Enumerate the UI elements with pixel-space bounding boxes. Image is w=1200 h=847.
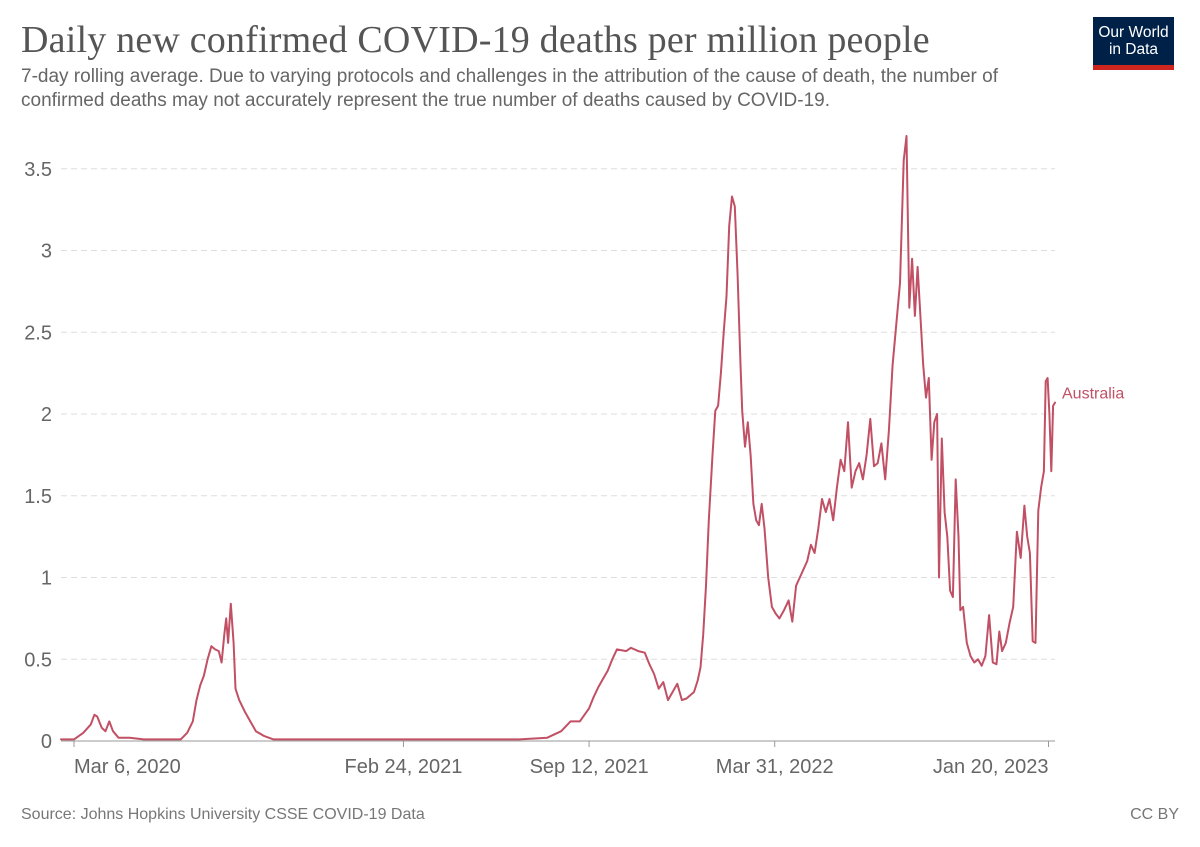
owid-logo[interactable]: Our World in Data	[1093, 17, 1174, 70]
y-tick-label: 3.5	[24, 159, 52, 181]
x-tick-label: Mar 6, 2020	[74, 756, 181, 778]
x-axis: Mar 6, 2020 Feb 24, 2021 Sep 12, 2021 Mar 3…	[61, 740, 1055, 778]
y-tick-label: 2	[41, 404, 52, 426]
license-link[interactable]: CC BY	[1130, 806, 1179, 823]
chart-subtitle: 7-day rolling average. Due to varying pr…	[21, 66, 998, 111]
x-tick-label: Sep 12, 2021	[530, 756, 649, 778]
series-lines	[60, 135, 1056, 741]
x-tick-label: Feb 24, 2021	[345, 756, 463, 778]
x-tick-label: Jan 20, 2023	[933, 756, 1049, 778]
x-tick-label: Mar 31, 2022	[716, 756, 834, 778]
logo-line-1: Our World	[1098, 24, 1169, 41]
y-tick-label: 2.5	[24, 322, 52, 344]
series-line-australia[interactable]	[60, 135, 1056, 741]
y-tick-label: 3	[41, 241, 52, 263]
series-labels: Australia	[1062, 386, 1124, 403]
source-note: Source: Johns Hopkins University CSSE CO…	[21, 806, 425, 823]
series-label-australia[interactable]: Australia	[1062, 386, 1124, 403]
y-tick-label: 0	[41, 731, 52, 753]
logo-line-2: in Data	[1108, 41, 1159, 58]
y-grid	[61, 168, 1055, 660]
chart-title: Daily new confirmed COVID-19 deaths per …	[21, 19, 930, 61]
y-tick-label: 1.5	[24, 486, 52, 508]
y-tick-label: 1	[41, 568, 52, 590]
y-tick-labels: 0 0.5 1 1.5 2 2.5 3 3.5	[24, 159, 52, 753]
y-tick-label: 0.5	[24, 649, 52, 671]
